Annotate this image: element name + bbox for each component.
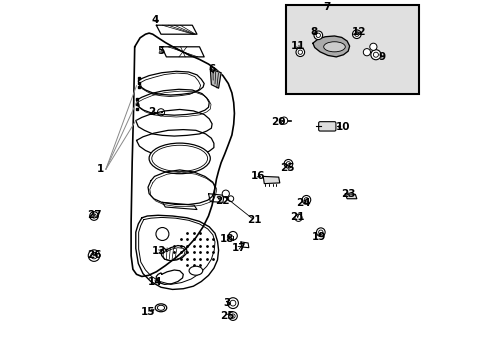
Text: 2: 2	[148, 107, 155, 117]
Circle shape	[313, 31, 322, 40]
Text: 23: 23	[340, 189, 355, 199]
Circle shape	[304, 198, 308, 202]
Circle shape	[227, 196, 233, 202]
Circle shape	[352, 30, 361, 39]
Circle shape	[280, 117, 287, 124]
FancyBboxPatch shape	[318, 122, 335, 131]
Bar	[285, 5, 418, 94]
Circle shape	[363, 49, 370, 56]
Circle shape	[88, 250, 100, 261]
Circle shape	[373, 52, 378, 57]
Text: 9: 9	[378, 52, 385, 62]
Circle shape	[230, 314, 235, 318]
Circle shape	[227, 298, 238, 309]
Circle shape	[354, 32, 358, 36]
Text: 20: 20	[271, 117, 285, 127]
Text: 24: 24	[296, 198, 310, 208]
Text: 11: 11	[290, 41, 305, 51]
Text: 26: 26	[86, 250, 101, 260]
Circle shape	[228, 312, 237, 320]
Circle shape	[222, 190, 229, 197]
Text: 21: 21	[290, 212, 305, 222]
Text: 4: 4	[151, 15, 159, 25]
Circle shape	[294, 214, 302, 221]
Text: 7: 7	[322, 2, 329, 12]
Circle shape	[230, 300, 235, 306]
Text: 18: 18	[220, 234, 234, 244]
Polygon shape	[263, 176, 279, 184]
Text: 1: 1	[97, 164, 104, 174]
Text: 8: 8	[309, 27, 317, 37]
Circle shape	[92, 214, 96, 218]
Circle shape	[228, 231, 237, 240]
Text: 16: 16	[250, 171, 265, 181]
Text: 6: 6	[208, 64, 215, 74]
Ellipse shape	[149, 143, 210, 174]
Text: 10: 10	[336, 122, 350, 132]
Text: 17: 17	[231, 243, 245, 253]
Text: 19: 19	[311, 232, 326, 242]
Text: 13: 13	[151, 246, 166, 256]
Ellipse shape	[157, 305, 164, 310]
Ellipse shape	[155, 304, 166, 312]
Text: 21: 21	[247, 215, 261, 225]
Text: 12: 12	[351, 27, 366, 37]
Circle shape	[370, 50, 380, 60]
Circle shape	[285, 162, 290, 166]
Circle shape	[298, 50, 302, 54]
Text: 15: 15	[141, 307, 155, 318]
Ellipse shape	[151, 145, 207, 171]
Text: 3: 3	[223, 298, 230, 308]
Text: 25: 25	[220, 311, 234, 321]
Ellipse shape	[189, 266, 203, 275]
Circle shape	[316, 33, 320, 37]
Polygon shape	[312, 36, 349, 57]
Polygon shape	[345, 194, 356, 199]
Text: 25: 25	[279, 163, 294, 174]
Circle shape	[302, 195, 310, 204]
Polygon shape	[210, 69, 221, 88]
Circle shape	[295, 48, 304, 57]
Text: 27: 27	[86, 210, 101, 220]
Text: 5: 5	[157, 46, 164, 56]
Text: 22: 22	[215, 195, 229, 206]
Text: 14: 14	[147, 276, 162, 287]
Circle shape	[91, 252, 97, 259]
Circle shape	[318, 230, 322, 234]
Circle shape	[89, 212, 98, 220]
Ellipse shape	[323, 42, 345, 52]
Circle shape	[156, 228, 168, 240]
Circle shape	[316, 228, 325, 237]
Circle shape	[284, 159, 292, 168]
Circle shape	[369, 43, 376, 50]
